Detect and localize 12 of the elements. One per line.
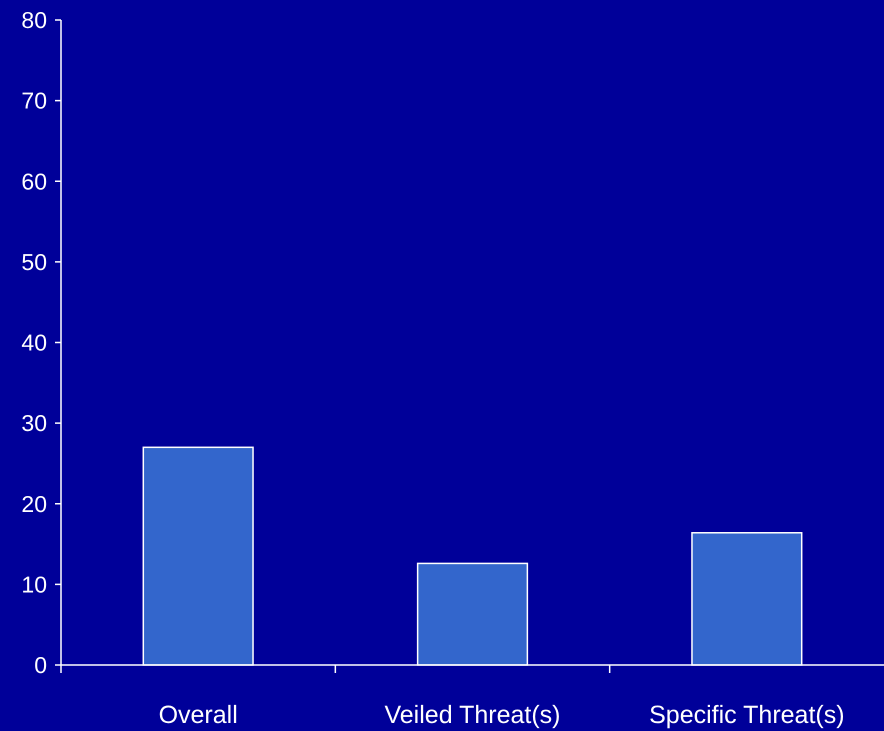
x-tick-label: Overall bbox=[158, 701, 238, 729]
x-tick-label: Veiled Threat(s) bbox=[384, 701, 561, 729]
y-tick-label: 80 bbox=[21, 7, 47, 34]
y-tick-label: 50 bbox=[21, 248, 47, 275]
y-tick-label: 0 bbox=[34, 652, 47, 678]
y-tick-label: 70 bbox=[21, 88, 47, 114]
x-tick-label: Specific Threat(s) bbox=[649, 701, 845, 729]
y-tick-label: 20 bbox=[21, 490, 47, 517]
y-tick-label: 30 bbox=[21, 410, 47, 436]
y-tick-label: 10 bbox=[21, 571, 47, 598]
y-tick-label: 40 bbox=[21, 330, 47, 356]
y-tick-label: 60 bbox=[21, 168, 47, 194]
